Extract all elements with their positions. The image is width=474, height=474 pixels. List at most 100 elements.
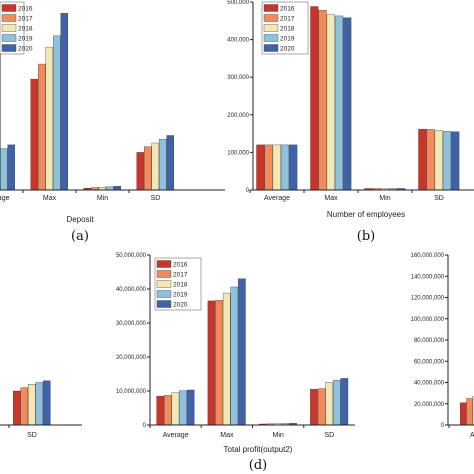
- legend-swatch: [263, 4, 279, 12]
- bar-d-average-2019: [179, 390, 187, 426]
- y-tick-label: 100,000: [227, 150, 249, 156]
- bar-b-sd-2016: [418, 128, 427, 191]
- legend-label: 2018: [280, 26, 295, 33]
- chart-panel-a: Average Max Min SD 2016 2017 2018 2019 2020 Depos…: [0, 1, 225, 244]
- chart-panel-e: Ave 0 20,000,000 40,000,000 60,000,000 80,000…: [411, 253, 474, 439]
- bar-b-sd-2018: [434, 130, 443, 191]
- bar-a-max-2016: [30, 78, 39, 191]
- bar-d-sd-2018: [325, 382, 333, 426]
- y-tick-label: 50,000,000: [116, 253, 147, 259]
- bar-d-max-2016: [207, 300, 216, 426]
- x-tick-label: Max: [43, 195, 57, 202]
- y-tick-label: 200,000: [227, 113, 249, 119]
- y-tick-label: 20,000,000: [116, 355, 147, 361]
- legend-swatch: [1, 4, 17, 12]
- legend-swatch: [1, 24, 17, 32]
- y-tick-label: 500,000: [227, 0, 249, 6]
- legend-label: 2017: [173, 272, 188, 279]
- bar-b-max-2018: [326, 14, 335, 191]
- x-tick-label: Average: [264, 195, 290, 202]
- y-tick-label: 120,000,000: [411, 296, 445, 302]
- bar-c-sd-2016: [13, 390, 21, 426]
- legend-swatch: [263, 44, 279, 52]
- x-tick-label: SD: [27, 432, 37, 439]
- legend-swatch: [156, 300, 172, 308]
- y-tick-label: 40,000,000: [414, 381, 445, 387]
- legend-label: 2016: [18, 6, 33, 13]
- legend-swatch: [1, 44, 17, 52]
- bar-e-ave-2017: [466, 398, 473, 426]
- bar-d-max-2020: [238, 278, 246, 426]
- bar-a-sd-2016: [136, 152, 145, 191]
- bar-a-sd-2018: [151, 142, 160, 191]
- x-tick-label: Max: [324, 195, 338, 202]
- bar-b-average-2016: [256, 144, 265, 191]
- bar-d-max-2018: [222, 292, 231, 426]
- bar-a-sd-2017: [144, 146, 152, 191]
- bar-a-max-2017: [38, 63, 46, 191]
- bar-b-average-2017: [264, 144, 273, 191]
- bar-d-sd-2017: [317, 388, 326, 426]
- legend-label: 2019: [18, 36, 33, 43]
- legend-label: 2020: [173, 302, 188, 309]
- bar-a-average-2020: [7, 144, 16, 191]
- legend-swatch: [263, 24, 279, 32]
- bar-b-sd-2017: [426, 129, 435, 191]
- legend-swatch: [156, 270, 172, 278]
- bar-b-max-2016: [310, 6, 319, 191]
- panel-label: (a): [71, 229, 89, 244]
- bar-d-sd-2019: [333, 379, 341, 426]
- bar-e-ave-2016: [460, 402, 467, 426]
- bar-d-average-2017: [164, 395, 172, 426]
- legend-label: 2018: [18, 26, 33, 33]
- bar-d-average-2016: [156, 395, 165, 426]
- bar-a-sd-2019: [159, 139, 167, 191]
- bar-d-average-2018: [171, 392, 180, 426]
- bar-a-max-2018: [45, 46, 54, 191]
- bar-d-sd-2016: [310, 389, 318, 426]
- x-tick-label: Average: [0, 195, 10, 202]
- y-tick-label: 10,000,000: [116, 389, 147, 395]
- legend-swatch: [156, 260, 172, 268]
- chart-panel-c: SD: [0, 380, 82, 439]
- y-tick-label: 30,000,000: [116, 321, 147, 327]
- legend-swatch: [263, 34, 279, 42]
- y-tick-label: 160,000,000: [411, 253, 445, 259]
- legend-swatch: [263, 14, 279, 22]
- legend-label: 2019: [173, 292, 188, 299]
- x-tick-label: Ave: [470, 432, 474, 439]
- legend-label: 2020: [280, 46, 295, 53]
- chart-panel-d: Average Max Min SD 0 10,000,000 20,000,000 30,0…: [116, 253, 355, 473]
- bar-d-max-2017: [215, 300, 223, 426]
- bar-d-sd-2020: [340, 378, 349, 426]
- bar-c-sd-2020: [43, 380, 51, 426]
- y-tick-label: 60,000,000: [414, 359, 445, 365]
- bar-a-average-2019: [0, 148, 8, 191]
- y-tick-label: 100,000,000: [411, 317, 445, 323]
- legend-label: 2016: [173, 262, 188, 269]
- legend-label: 2016: [280, 6, 295, 13]
- x-tick-label: SD: [325, 432, 335, 439]
- x-tick-label: SD: [151, 195, 161, 202]
- x-axis-title: Number of employees: [327, 210, 405, 219]
- bar-e-ave-2018: [472, 396, 474, 426]
- legend-swatch: [156, 290, 172, 298]
- bar-c-sd-2018: [28, 384, 36, 426]
- legend-b: 2016 2017 2018 2019 2020: [261, 1, 309, 55]
- y-tick-label: 300,000: [227, 75, 249, 81]
- x-tick-label: Max: [220, 432, 234, 439]
- legend-label: 2018: [173, 282, 188, 289]
- legend-label: 2019: [280, 36, 295, 43]
- bar-b-average-2020: [289, 144, 298, 191]
- bar-c-sd-2019: [35, 382, 44, 426]
- bar-b-max-2017: [318, 10, 327, 191]
- bar-a-min-2020: [113, 186, 122, 191]
- bar-c-sd-2017: [20, 387, 29, 426]
- y-tick-label: 40,000,000: [116, 287, 147, 293]
- legend-swatch: [1, 34, 17, 42]
- bar-b-sd-2020: [451, 131, 460, 191]
- legend-label: 2017: [280, 16, 295, 23]
- bar-b-average-2018: [272, 144, 281, 191]
- x-tick-label: SD: [434, 195, 444, 202]
